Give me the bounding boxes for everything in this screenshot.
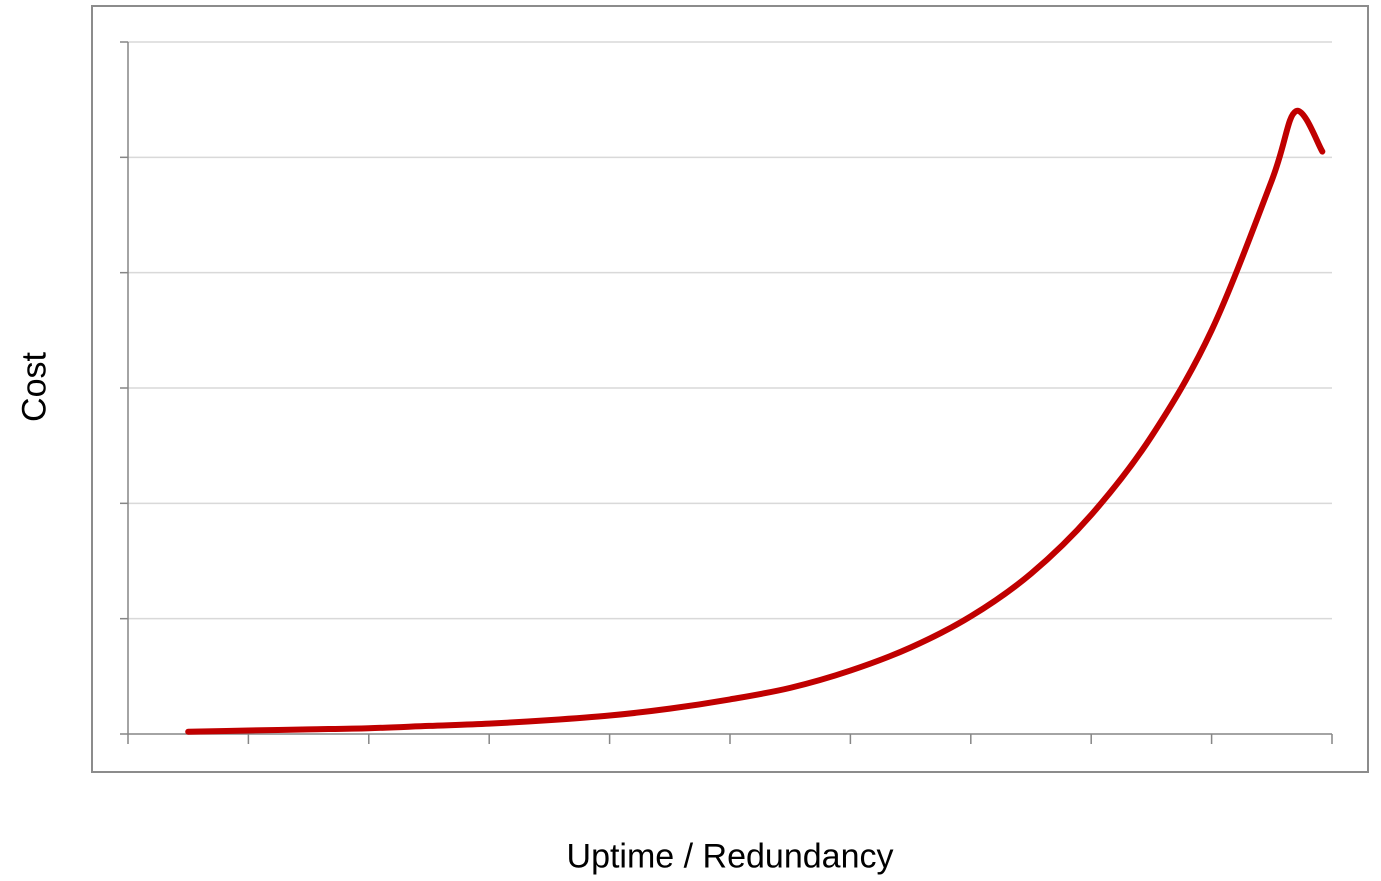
gridlines <box>128 41 1332 620</box>
y-axis-label: Cost <box>15 352 54 422</box>
chart-frame <box>91 5 1369 773</box>
series-line <box>185 108 1326 735</box>
x-axis-label: Uptime / Redundancy <box>566 837 894 876</box>
series <box>185 108 1326 735</box>
axes <box>120 41 1333 744</box>
